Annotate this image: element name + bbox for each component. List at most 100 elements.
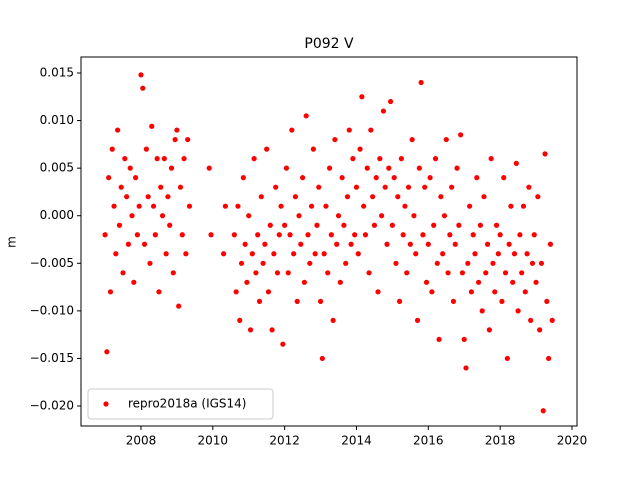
point	[244, 279, 250, 285]
point	[271, 251, 277, 257]
point	[465, 260, 471, 266]
point	[515, 308, 521, 314]
point	[517, 232, 523, 238]
point	[138, 72, 144, 78]
point	[118, 184, 124, 190]
point	[154, 156, 160, 162]
y-tick-label: 0.010	[40, 113, 74, 127]
point	[334, 241, 340, 247]
point	[208, 232, 214, 238]
point	[335, 213, 342, 219]
point	[418, 79, 424, 86]
point	[307, 260, 313, 266]
point	[172, 136, 178, 143]
point	[321, 251, 327, 257]
point	[528, 317, 534, 323]
point	[296, 213, 302, 219]
point	[316, 184, 322, 190]
point	[359, 94, 365, 100]
point	[440, 251, 446, 257]
point	[274, 270, 281, 276]
point	[395, 194, 401, 200]
point	[240, 175, 246, 181]
point	[355, 251, 361, 257]
y-axis-label: m	[5, 236, 19, 248]
point	[122, 156, 128, 162]
point	[294, 298, 300, 304]
legend-box	[87, 388, 274, 420]
point	[325, 270, 331, 276]
point	[258, 194, 264, 200]
point	[134, 232, 140, 238]
point	[472, 251, 478, 257]
point	[497, 232, 503, 238]
point	[179, 232, 185, 238]
point	[339, 175, 345, 181]
point	[256, 298, 263, 304]
point	[317, 298, 324, 304]
point	[431, 222, 437, 228]
point	[337, 279, 343, 285]
point	[477, 222, 483, 228]
point	[149, 123, 155, 129]
point	[260, 260, 266, 266]
point	[404, 270, 410, 276]
point	[549, 317, 555, 323]
point	[287, 232, 293, 238]
point	[332, 136, 338, 143]
point	[544, 298, 550, 304]
point	[222, 203, 228, 209]
point	[280, 341, 286, 347]
point	[386, 165, 392, 171]
point	[479, 308, 485, 314]
point	[124, 194, 130, 200]
point	[246, 213, 252, 219]
point	[461, 336, 467, 343]
point	[143, 146, 149, 152]
x-tick-label: 2020	[557, 434, 588, 448]
point	[330, 317, 336, 323]
point	[104, 349, 110, 355]
point	[432, 156, 439, 162]
point	[447, 232, 453, 238]
x-tick-label: 2008	[126, 434, 157, 448]
point	[434, 260, 440, 266]
point	[458, 132, 464, 138]
point	[344, 194, 351, 200]
point	[501, 175, 507, 181]
point	[106, 175, 112, 181]
point	[384, 241, 390, 247]
point	[520, 203, 527, 209]
point	[529, 260, 536, 266]
point	[177, 184, 184, 190]
y-tick-label: −0.015	[30, 351, 74, 365]
point	[251, 156, 257, 162]
point	[488, 156, 494, 162]
point	[300, 175, 306, 181]
point	[348, 241, 354, 247]
point	[127, 165, 133, 171]
point	[547, 241, 554, 247]
point	[414, 317, 421, 323]
point	[242, 241, 248, 247]
point	[483, 270, 489, 276]
point	[310, 146, 316, 152]
point	[163, 251, 169, 257]
point	[285, 270, 291, 276]
legend-marker	[103, 401, 109, 407]
point	[400, 232, 406, 238]
point	[441, 213, 448, 219]
point	[443, 136, 449, 143]
point	[475, 279, 482, 285]
point	[524, 251, 530, 257]
point	[282, 222, 288, 228]
point	[371, 222, 378, 228]
point	[537, 327, 543, 333]
point	[389, 222, 395, 228]
y-tick-label: −0.010	[30, 303, 74, 317]
point	[109, 146, 115, 152]
point	[398, 156, 404, 162]
point	[145, 194, 151, 200]
point	[416, 165, 422, 171]
